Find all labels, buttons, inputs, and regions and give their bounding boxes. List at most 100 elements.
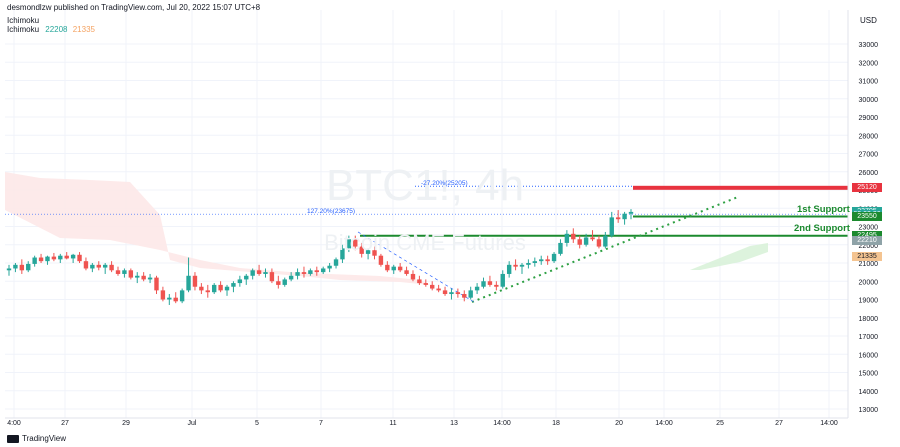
candle-body (90, 264, 95, 269)
indicator-label-1[interactable]: Ichimoku (7, 16, 40, 25)
y-tick-label: 20000 (859, 279, 879, 286)
fib-measure-line (357, 231, 475, 303)
x-tick-label: 4:00 (7, 420, 21, 427)
candle-body (609, 217, 614, 236)
candle-body (186, 275, 191, 291)
candle-body (45, 256, 50, 262)
candle-body (564, 233, 570, 243)
candle-body (250, 270, 255, 276)
candle-body (513, 264, 518, 267)
x-tick-label: 20 (615, 420, 623, 427)
candle-body (622, 213, 627, 220)
candle-body (26, 263, 31, 271)
candle-body (327, 265, 332, 269)
candle-body (583, 237, 589, 245)
watermark-symbol: BTC1!, 4h (326, 161, 524, 210)
indicator-label-2: Ichimoku (7, 25, 40, 34)
x-tick-label: Jul (188, 420, 197, 427)
candle-body (147, 277, 153, 280)
candle-body (211, 284, 217, 293)
candle-body (500, 273, 505, 287)
x-tick-label: 14:00 (493, 420, 511, 427)
candle-body (410, 273, 416, 280)
x-tick-label: 27 (775, 420, 783, 427)
candle-body (481, 281, 486, 287)
ichimoku-value-1: 22208 (45, 25, 68, 34)
candle-body (321, 268, 326, 273)
indicator-row-2[interactable]: Ichimoku 22208 21335 (7, 25, 95, 34)
candle-body (308, 270, 313, 274)
candle-body (288, 275, 294, 280)
currency-label[interactable]: USD (860, 16, 877, 25)
candle-body (526, 263, 531, 265)
candle-body (167, 297, 172, 300)
y-tick-label: 17000 (859, 334, 879, 341)
candle-body (372, 250, 377, 256)
candle-body (596, 239, 602, 247)
fib-lower-label: 127.20%(23675) (307, 208, 356, 215)
candle-body (404, 270, 409, 274)
candle-body (32, 257, 37, 264)
candle-body (519, 264, 525, 267)
candle-body (333, 259, 339, 266)
candle-body (256, 270, 262, 274)
candle-body (417, 279, 422, 284)
candle-body (551, 253, 557, 262)
y-tick-label: 30000 (859, 97, 879, 104)
candle-body (301, 272, 307, 274)
candle-body (615, 217, 621, 220)
footer-brand: TradingView (7, 434, 66, 443)
y-tick-label: 27000 (859, 152, 879, 159)
candle-body (455, 292, 461, 295)
candle-body (160, 290, 166, 300)
price-label: 25120 (852, 183, 882, 193)
candle-body (468, 290, 473, 298)
candle-body (365, 250, 371, 254)
candle-body (378, 255, 384, 265)
candle-body (545, 259, 550, 262)
candle-body (141, 275, 146, 280)
y-tick-label: 21000 (859, 261, 879, 268)
candle-body (462, 294, 467, 298)
candle-body (83, 261, 89, 269)
y-tick-label: 14000 (859, 389, 879, 396)
tradingview-logo-icon (7, 434, 19, 443)
y-tick-label: 18000 (859, 316, 879, 323)
candle-body (231, 283, 236, 287)
candle-body (353, 239, 358, 247)
candle-body (218, 284, 223, 291)
candle-body (391, 266, 396, 271)
candle-body (436, 288, 441, 291)
footer-brand-text: TradingView (22, 434, 67, 443)
candle-body (423, 283, 429, 285)
bearish-cloud (5, 172, 440, 290)
candle-body (58, 255, 63, 260)
candle-body (603, 235, 608, 247)
levels (5, 185, 848, 303)
candle-body (571, 233, 576, 240)
candle-body (340, 248, 345, 260)
y-tick-label: 15000 (859, 371, 879, 378)
candle-body (109, 264, 114, 271)
candle-body (51, 256, 57, 260)
candle-body (314, 270, 319, 273)
y-tick-label: 23000 (859, 225, 879, 232)
candle-body (122, 270, 127, 274)
ichimoku-value-2: 21335 (72, 25, 95, 34)
candle-body (38, 257, 44, 262)
price-label: 22210 (852, 236, 882, 246)
candle-body (64, 255, 69, 259)
x-tick-label: 14:00 (820, 420, 838, 427)
candle-body (282, 279, 287, 285)
candle-body (558, 242, 563, 254)
candle-body (192, 275, 198, 287)
candle-body (506, 264, 512, 274)
candle-body (237, 279, 243, 284)
y-tick-label: 16000 (859, 352, 879, 359)
price-label: 22495 (852, 231, 882, 241)
candle-body (430, 284, 435, 289)
candle-body (128, 270, 134, 278)
x-tick-label: 11 (389, 420, 396, 427)
candle-body (102, 264, 108, 268)
